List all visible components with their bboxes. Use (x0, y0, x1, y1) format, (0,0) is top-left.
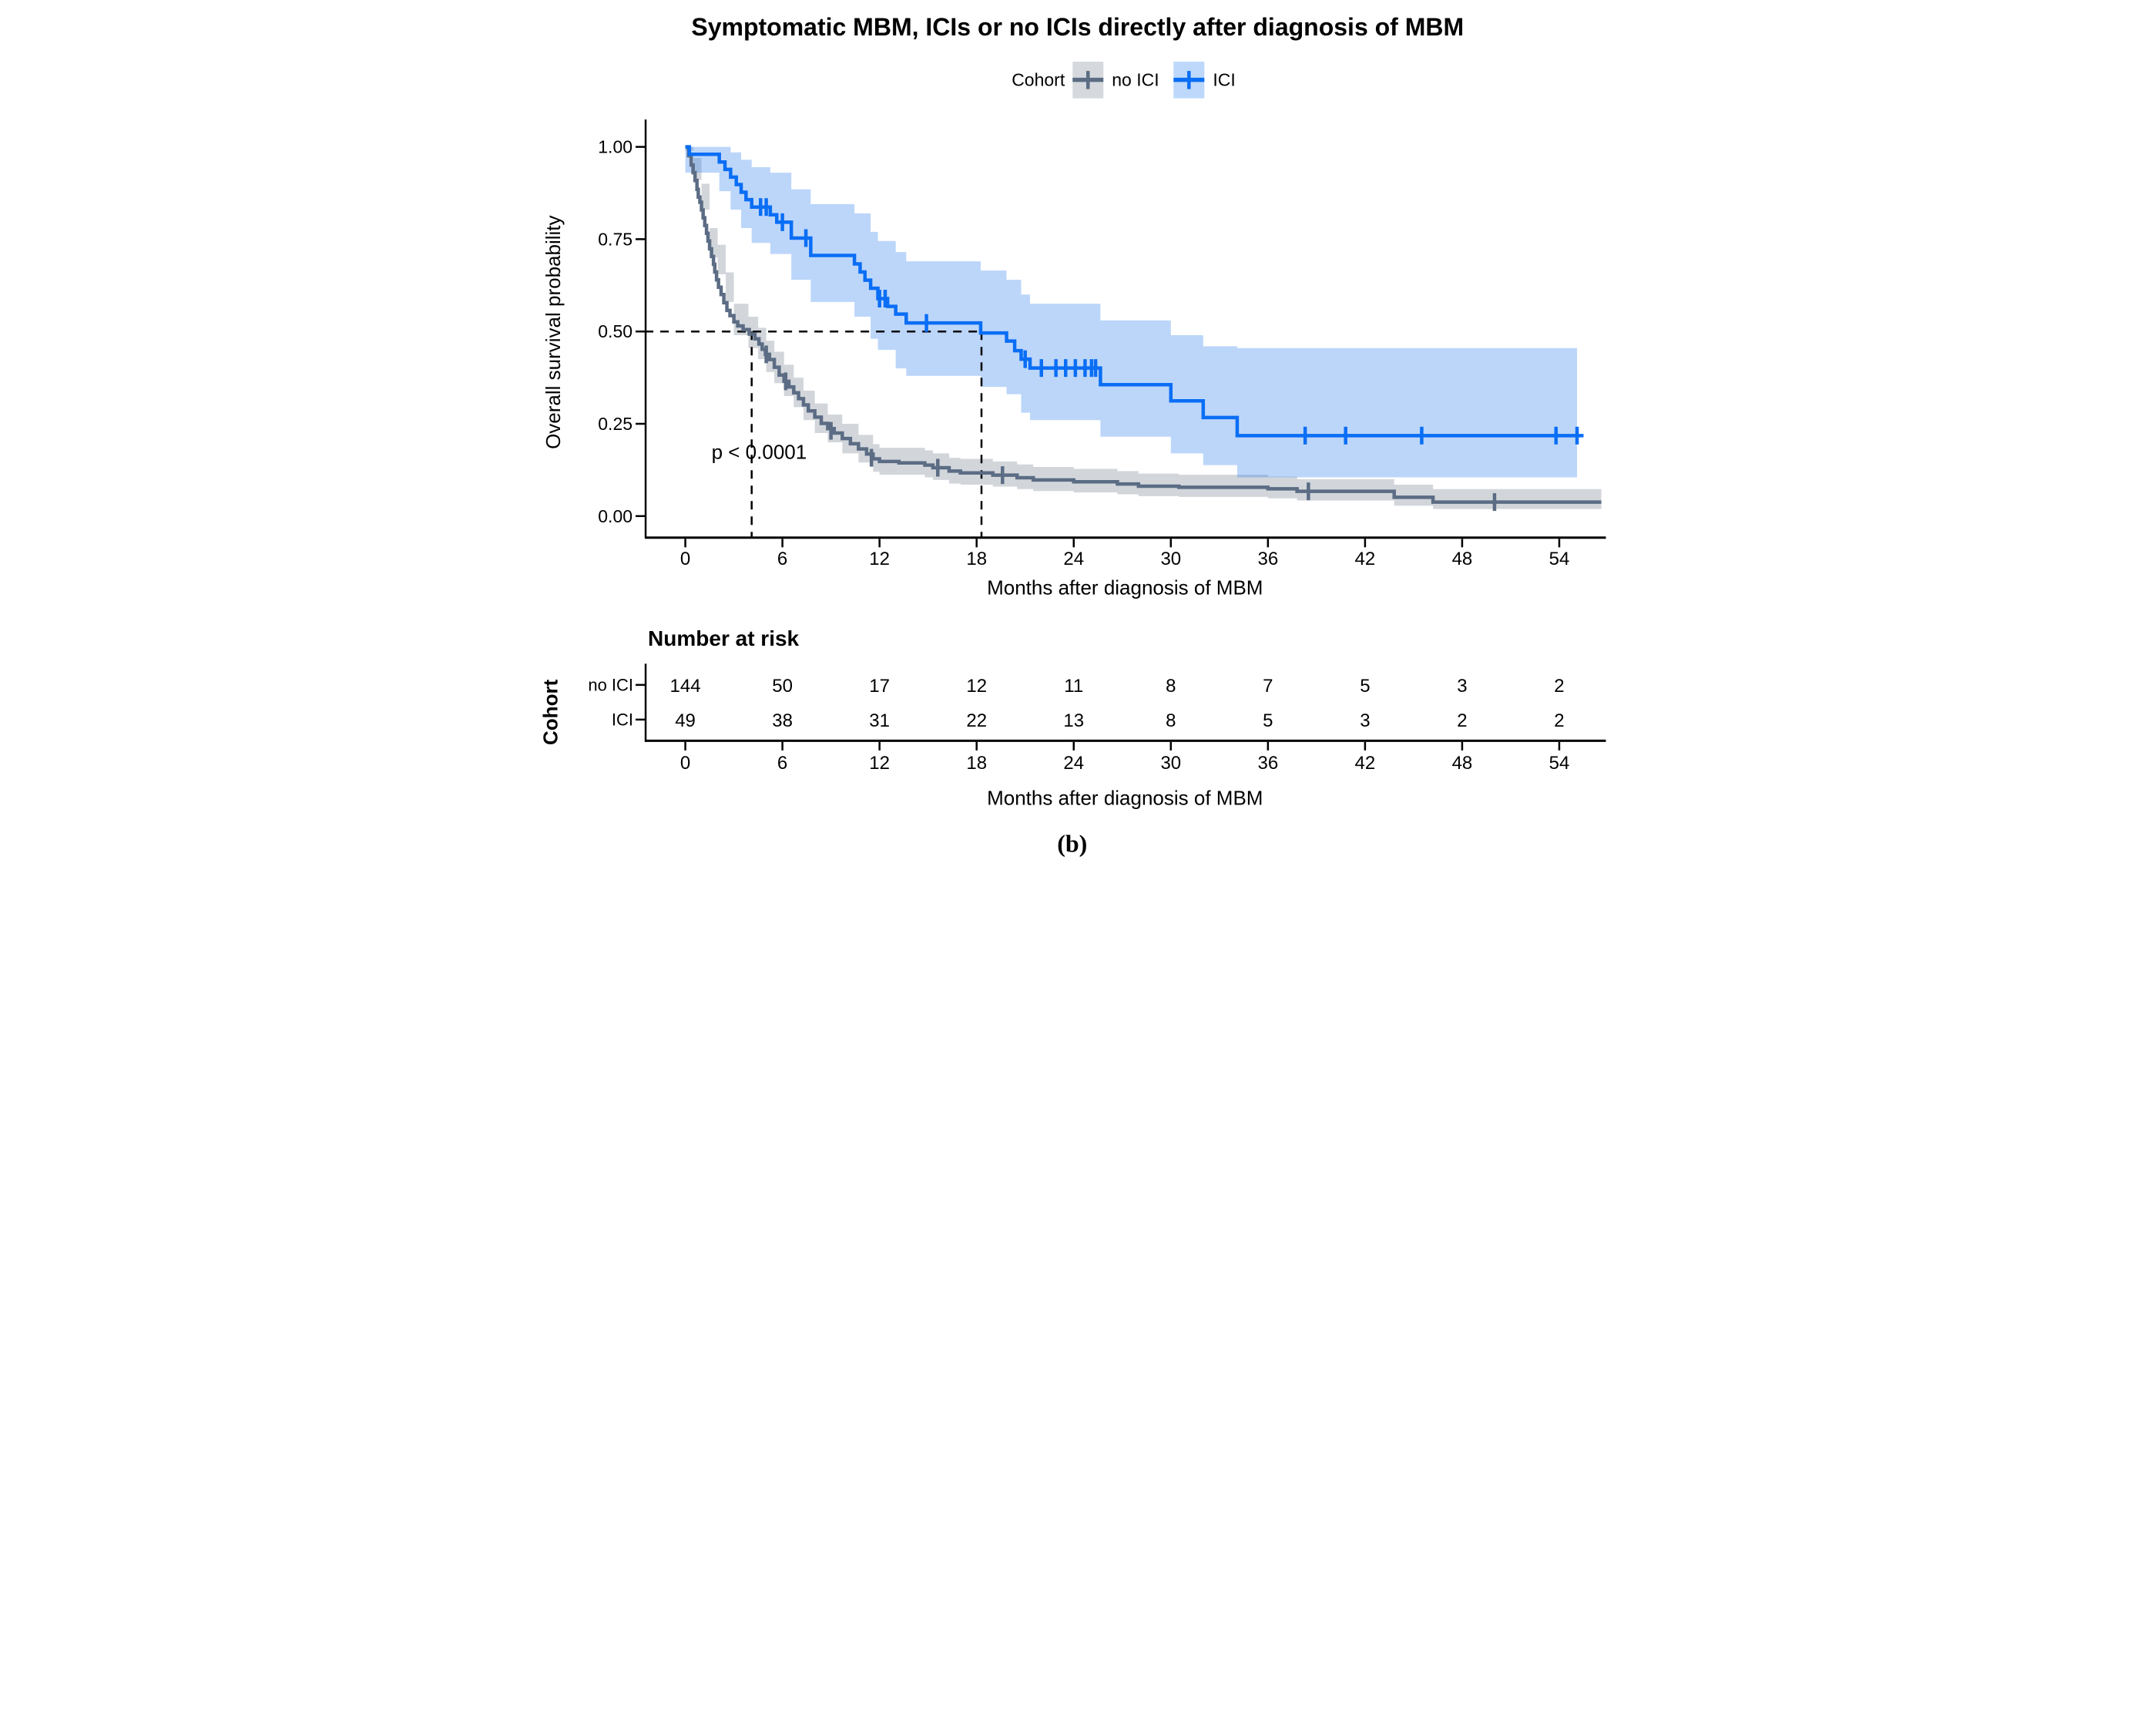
figure-caption: (b) (1057, 829, 1087, 857)
risk-table-grid: 0144496503812173118122224111330883675425… (635, 663, 1605, 774)
risk-value: 3 (1360, 710, 1370, 731)
risk-x-tick-label: 36 (1257, 753, 1278, 774)
ici-survival-curve (685, 145, 1583, 438)
y-tick-label: 0.00 (598, 506, 632, 526)
x-axis-title: Months after diagnosis of MBM (987, 576, 1263, 599)
risk-x-axis-title: Months after diagnosis of MBM (987, 786, 1263, 809)
p-value-annotation: p < 0.0001 (711, 440, 807, 463)
risk-axis-title: Cohort (539, 679, 562, 745)
risk-value: 8 (1166, 710, 1176, 731)
plot-area: 0 6 12 18 24 30 36 42 48 54 (635, 119, 1605, 569)
risk-value: 17 (869, 676, 890, 697)
legend-label-ici: ICI (1213, 70, 1235, 90)
risk-value: 144 (669, 676, 700, 697)
legend-label-no-ici: no ICI (1112, 70, 1159, 90)
y-tick-label: 0.25 (598, 414, 632, 434)
y-axis-title: Overall survival probability (542, 215, 565, 448)
risk-table-heading: Number at risk (648, 626, 799, 650)
risk-table: Number at risk Cohort no ICI ICI 0 144 49 6… (539, 626, 1605, 809)
risk-value: 2 (1554, 710, 1564, 731)
x-tick-label: 18 (966, 549, 987, 569)
risk-value: 49 (675, 710, 696, 731)
km-plot: Symptomatic MBM, ICIs or no ICIs directl… (539, 13, 1605, 857)
risk-value: 38 (772, 710, 793, 731)
page-title: Symptomatic MBM, ICIs or no ICIs directl… (691, 13, 1464, 41)
risk-row-label-no-ici: no ICI (588, 675, 633, 694)
x-tick-label: 0 (679, 549, 690, 569)
risk-x-tick-label: 24 (1063, 753, 1084, 774)
legend-title: Cohort (1012, 70, 1065, 90)
risk-value: 2 (1457, 710, 1467, 731)
risk-x-tick-label: 48 (1451, 753, 1472, 774)
risk-x-tick-label: 12 (869, 753, 890, 774)
risk-x-tick-label: 30 (1160, 753, 1181, 774)
ici-confidence-band (685, 146, 1577, 478)
risk-value: 8 (1166, 676, 1176, 697)
x-tick-label: 36 (1257, 549, 1278, 569)
risk-value: 7 (1263, 676, 1273, 697)
risk-value: 50 (772, 676, 793, 697)
risk-value: 5 (1263, 710, 1273, 731)
y-tick-label: 0.50 (598, 321, 632, 341)
x-tick-label: 42 (1354, 549, 1375, 569)
risk-value: 13 (1063, 710, 1084, 731)
x-tick-label: 30 (1160, 549, 1181, 569)
risk-value: 31 (869, 710, 890, 731)
risk-value: 2 (1554, 676, 1564, 697)
page: Symptomatic MBM, ICIs or no ICIs directl… (535, 0, 1609, 872)
no-ici-survival-curve (685, 145, 1602, 504)
x-tick-label: 24 (1063, 549, 1084, 569)
x-tick-label: 12 (869, 549, 890, 569)
risk-value: 3 (1457, 676, 1467, 697)
risk-x-tick-label: 6 (777, 753, 787, 774)
risk-x-tick-label: 54 (1548, 753, 1569, 774)
y-tick-label: 1.00 (598, 137, 632, 157)
risk-value: 12 (966, 676, 987, 697)
risk-x-tick-label: 0 (679, 753, 690, 774)
risk-x-tick-label: 18 (966, 753, 987, 774)
risk-value: 5 (1360, 676, 1370, 697)
x-tick-label: 48 (1451, 549, 1472, 569)
legend: Cohort no ICI ICI (1012, 62, 1235, 99)
risk-value: 11 (1064, 676, 1083, 697)
legend-key-ici (1173, 62, 1204, 99)
risk-x-tick-label: 42 (1354, 753, 1375, 774)
x-tick-label: 54 (1548, 549, 1569, 569)
x-tick-label: 6 (777, 549, 787, 569)
risk-row-label-ici: ICI (611, 710, 632, 729)
risk-value: 22 (966, 710, 987, 731)
y-tick-label: 0.75 (598, 230, 632, 250)
legend-key-no-ici (1072, 62, 1103, 99)
